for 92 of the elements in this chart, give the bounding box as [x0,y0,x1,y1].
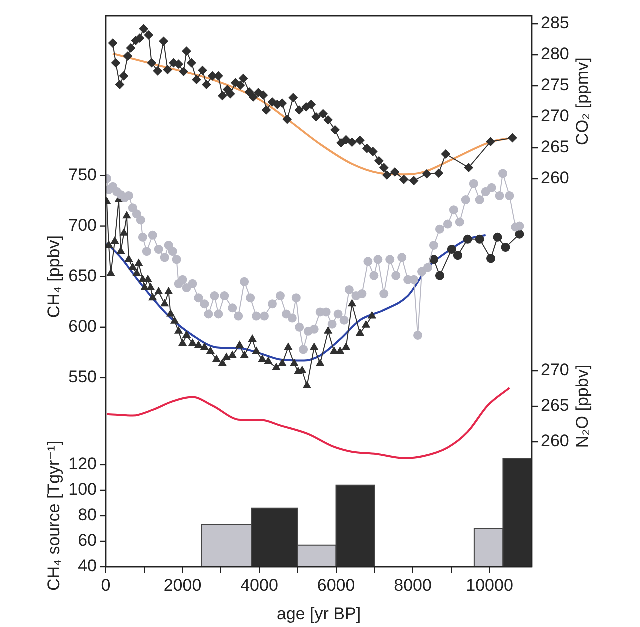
point [182,330,191,338]
point [316,359,324,366]
point [140,283,149,290]
y2-axis-title: CO₂ [ppmv] [573,58,592,146]
point [493,232,502,242]
y2-tick-label: 265 [541,138,570,157]
y-tick-label: 120 [68,454,97,474]
point [284,343,292,350]
point [106,241,113,248]
point [348,300,356,307]
y3-tick-label: 265 [541,396,570,416]
point [475,234,484,244]
point [463,234,472,244]
point [134,259,143,266]
x-tick-label: 2000 [164,576,202,595]
y-tick-label: 100 [68,480,97,500]
x-tick-label: 8000 [394,576,432,595]
point [148,294,157,301]
y-tick-label: 40 [78,556,97,576]
point [132,269,141,276]
y3-tick-label: 260 [541,432,570,451]
point [290,359,298,366]
point [310,343,318,350]
point [429,255,438,264]
point [194,341,203,348]
point [124,255,133,262]
point [117,247,125,254]
point [144,275,152,282]
point [122,212,131,219]
point [501,243,510,252]
point [515,230,524,239]
y-tick-label: 60 [78,531,97,550]
point [278,359,286,366]
point [111,236,119,244]
point [160,300,169,307]
point [200,343,209,350]
point [453,251,462,260]
point [330,347,338,354]
point [178,339,187,346]
y2-tick-label: 270 [541,106,570,126]
y2-tick-label: 260 [541,168,570,188]
y2-tick-label: 275 [541,76,570,95]
point [188,339,197,346]
y2-tick-label: 280 [541,44,570,64]
y-tick-label: 750 [68,165,97,184]
point [222,353,231,360]
point [248,335,257,342]
point [107,269,115,276]
y-tick-label: 600 [68,317,97,336]
y-tick-label: 550 [68,368,97,387]
x-tick-label: 4000 [240,576,278,595]
point [336,347,344,354]
point [174,326,183,334]
point [356,328,364,336]
point [447,245,456,254]
point [170,316,179,324]
y-axis-title: CH₄ [ppbv] [44,236,64,318]
point [128,263,137,270]
point [146,283,155,290]
point [236,341,244,348]
y-tick-label: 650 [68,266,97,286]
point [252,347,260,354]
point [228,351,237,358]
point [206,347,215,354]
point [272,363,280,370]
point [164,288,173,295]
y-tick-label: 700 [68,216,97,235]
x-tick-label: 6000 [317,576,356,595]
y-tick-label: 80 [78,506,97,525]
point [240,351,249,358]
point [218,359,227,366]
y-axis-title: CH₄ source [Tgyr⁻¹] [44,440,64,592]
point [258,355,266,362]
point [212,355,221,362]
point [342,343,350,350]
point [120,228,128,236]
point [362,320,370,328]
point [154,288,163,295]
point [324,326,332,334]
point [368,312,376,319]
x-tick-label: 10000 [466,576,514,595]
point [166,310,175,317]
y3-axis-title: N₂O [ppbv] [573,364,592,448]
line-series [106,387,511,460]
point [486,254,496,264]
point [435,271,444,280]
point [303,382,312,389]
y3-tick-label: 270 [541,360,570,380]
point [264,357,272,364]
x-tick-label: 0 [101,576,111,595]
y2-tick-label: 285 [541,14,570,33]
x-axis-title: age [yr BP] [276,604,362,624]
